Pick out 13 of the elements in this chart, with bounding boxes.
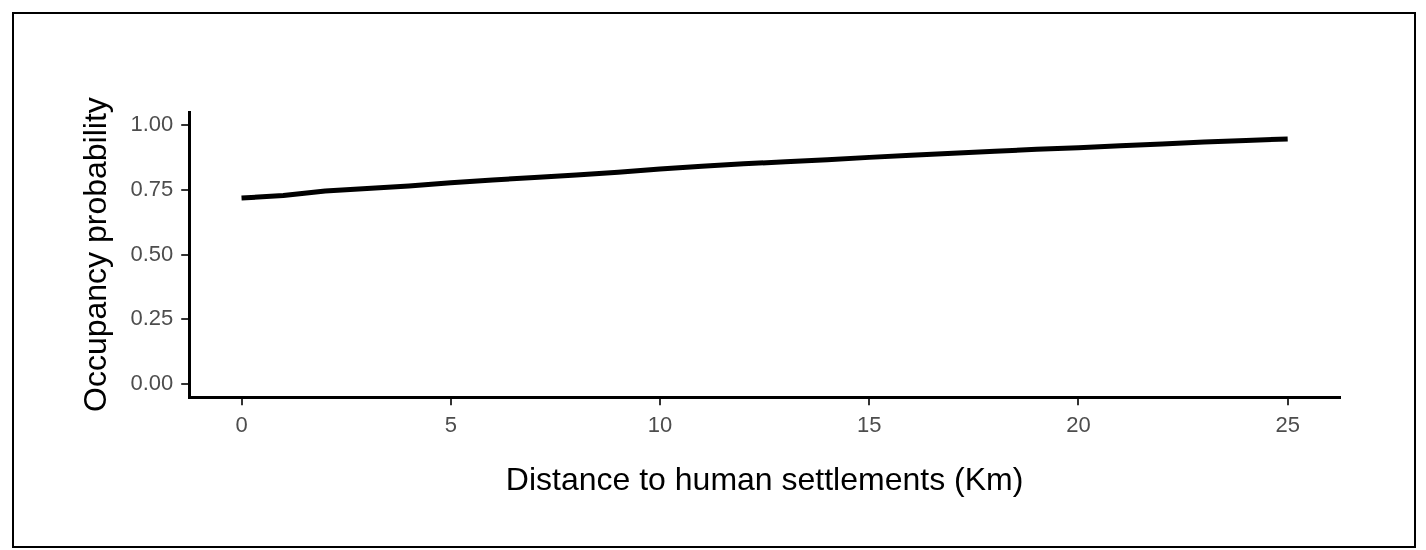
y-tick-label: 0.00 (130, 370, 174, 396)
x-tick-label: 10 (647, 412, 673, 438)
y-tick-label: 1.00 (130, 111, 174, 137)
x-axis-title: Distance to human settlements (Km) (505, 460, 1024, 497)
y-tick-label: 0.75 (130, 175, 174, 201)
x-tick-label: 25 (1275, 412, 1300, 438)
y-tick-label: 0.50 (130, 240, 174, 266)
y-axis-title: Occupancy probability (77, 97, 114, 413)
x-tick-label: 15 (856, 412, 882, 438)
x-tick-label: 0 (235, 412, 248, 438)
y-tick-label: 0.25 (130, 305, 174, 331)
x-tick-label: 20 (1066, 412, 1091, 438)
x-tick-label: 5 (444, 412, 457, 438)
